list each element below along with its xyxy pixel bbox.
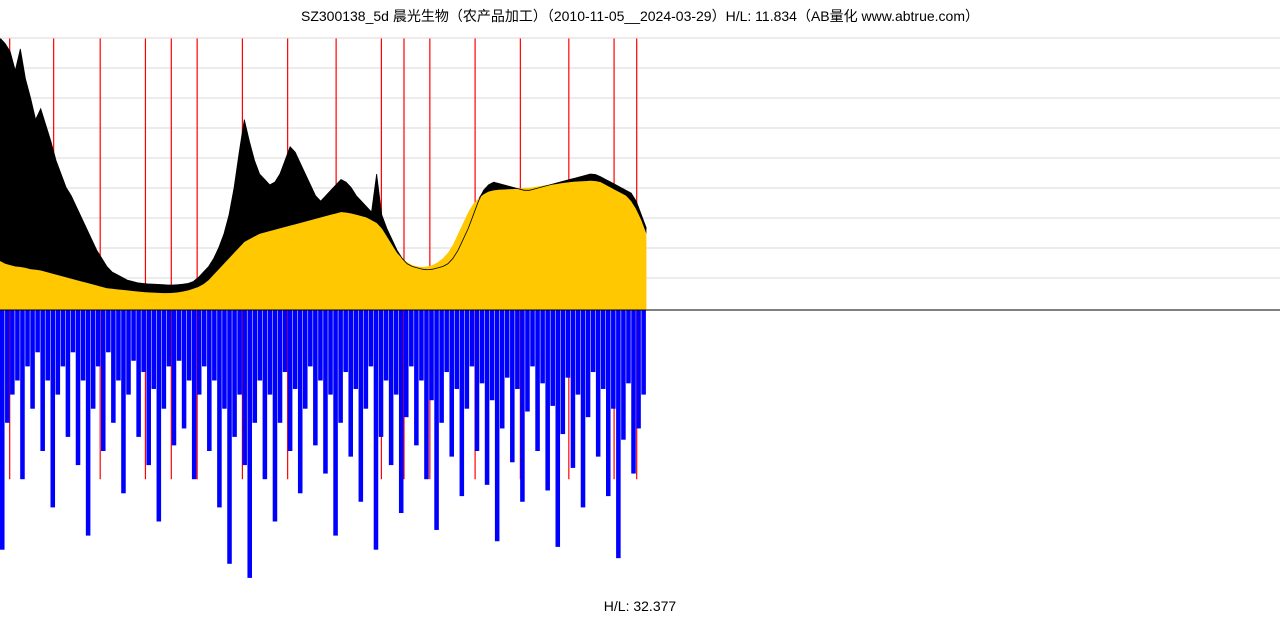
chart-container: SZ300138_5d 晨光生物（农产品加工）（2010-11-05__2024…	[0, 0, 1280, 620]
chart-title: SZ300138_5d 晨光生物（农产品加工）（2010-11-05__2024…	[0, 0, 1280, 30]
chart-area	[0, 28, 1280, 592]
chart-svg	[0, 28, 1280, 592]
chart-footer: H/L: 32.377	[0, 598, 1280, 614]
